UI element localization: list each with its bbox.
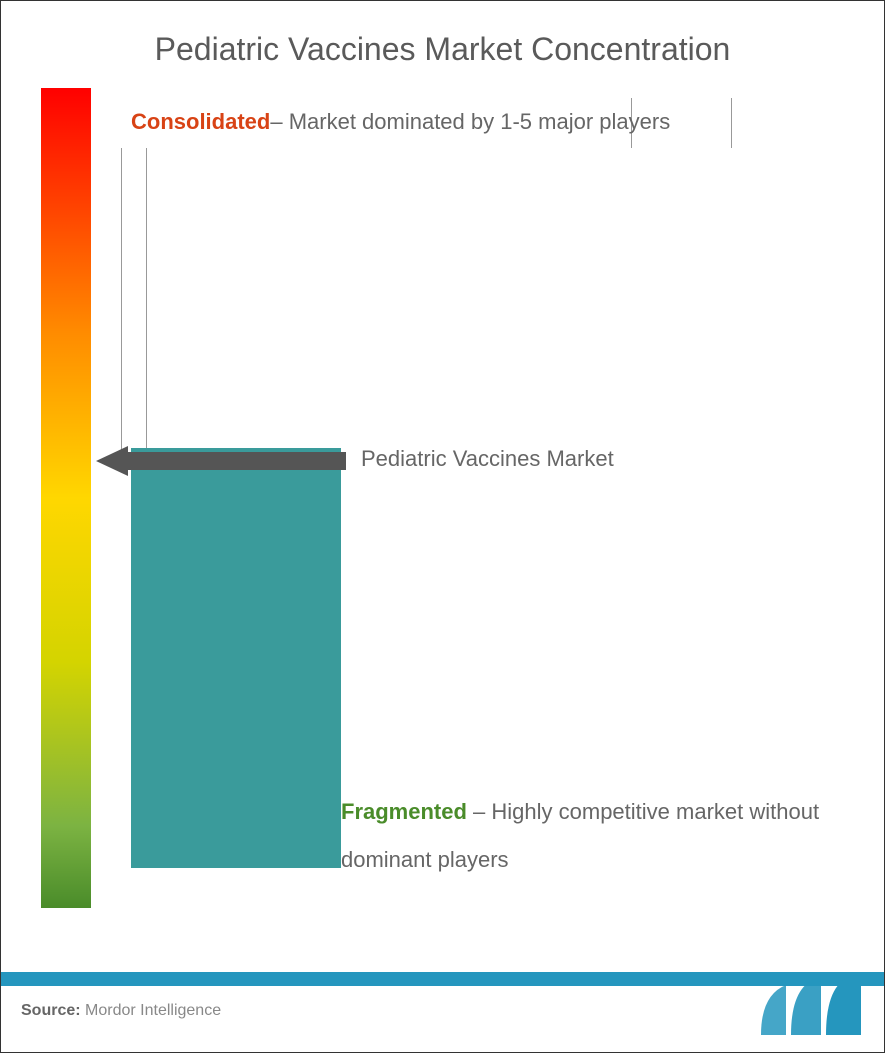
arrow-shaft (126, 452, 346, 470)
arrow-head-icon (96, 446, 128, 476)
consolidated-text: – Market dominated by 1-5 major players (270, 109, 670, 134)
connector-line-1 (121, 148, 122, 458)
fragmented-label: Fragmented (341, 799, 467, 824)
fragmented-description: Fragmented – Highly competitive market w… (341, 788, 841, 885)
source-line: Source: Mordor Intelligence (1, 986, 884, 1036)
consolidated-label: Consolidated (131, 109, 270, 134)
brand-logo-icon (756, 975, 866, 1040)
connector-line-2 (146, 148, 147, 448)
footer: Source: Mordor Intelligence (1, 972, 884, 1052)
source-label: Source: (21, 1002, 81, 1019)
consolidated-description: Consolidated– Market dominated by 1-5 ma… (131, 98, 831, 146)
footer-accent-bar (1, 972, 884, 986)
market-marker-label: Pediatric Vaccines Market (361, 446, 614, 472)
chart-title: Pediatric Vaccines Market Concentration (1, 1, 884, 88)
marker-arrow (96, 446, 346, 476)
concentration-gradient-bar (41, 88, 91, 908)
marker-backdrop-box (131, 448, 341, 868)
content-area: Consolidated– Market dominated by 1-5 ma… (1, 88, 884, 938)
source-value: Mordor Intelligence (85, 1002, 221, 1019)
